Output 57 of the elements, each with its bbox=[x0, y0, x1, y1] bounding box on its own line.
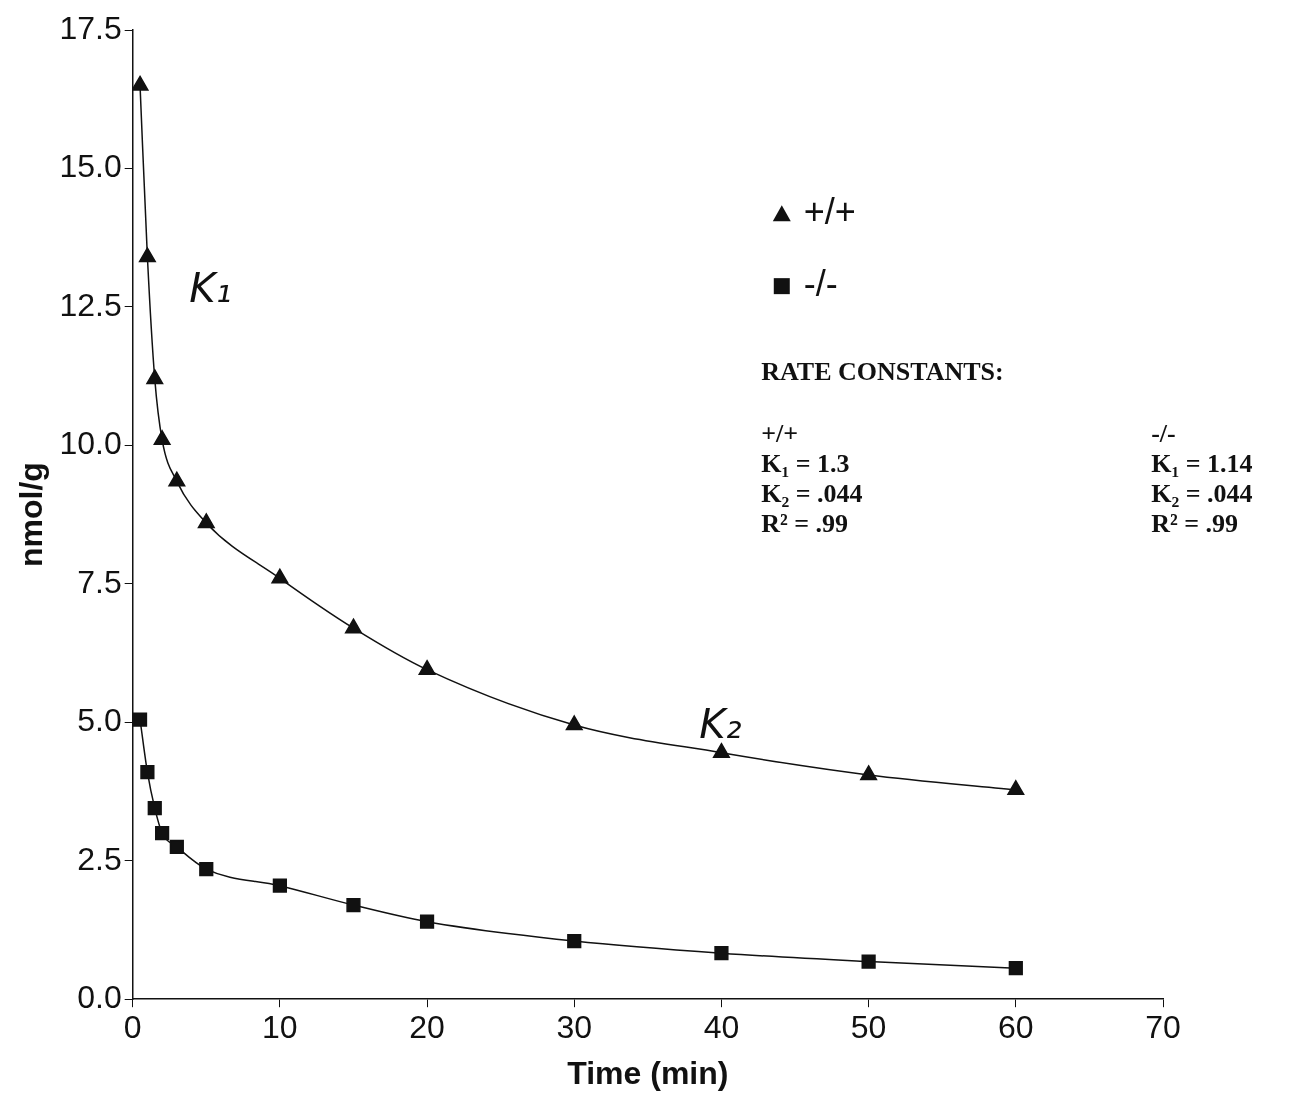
y-tick-label: 7.5 bbox=[77, 563, 122, 600]
y-tick-label: 0.0 bbox=[77, 979, 122, 1016]
x-axis-title: Time (min) bbox=[567, 1054, 729, 1091]
point bbox=[155, 825, 170, 841]
point bbox=[132, 712, 148, 727]
point bbox=[153, 430, 171, 446]
point bbox=[197, 513, 215, 529]
annotation: K₂ bbox=[699, 701, 742, 748]
point bbox=[140, 765, 155, 780]
y-tick-label: 5.0 bbox=[77, 702, 122, 739]
point bbox=[138, 247, 156, 263]
legend-label: -/- bbox=[803, 263, 838, 305]
annotation: K₂ = .044 bbox=[761, 478, 863, 508]
point bbox=[1007, 780, 1025, 796]
x-tick-label: 10 bbox=[262, 1009, 298, 1046]
point bbox=[567, 933, 582, 949]
point bbox=[861, 954, 876, 969]
y-tick-label: 10.0 bbox=[59, 425, 122, 462]
annotation: K₁ = 1.14 bbox=[1151, 448, 1253, 478]
point bbox=[169, 839, 184, 855]
y-tick-label: 12.5 bbox=[59, 286, 122, 323]
y-axis-title: nmol/g bbox=[13, 462, 50, 568]
x-tick-label: 0 bbox=[123, 1009, 142, 1046]
point bbox=[132, 75, 149, 91]
legend-label: +/+ bbox=[803, 191, 856, 233]
point bbox=[199, 861, 214, 877]
point bbox=[418, 659, 436, 675]
annotation: R² = .99 bbox=[1151, 508, 1239, 538]
annotation: K₂ = .044 bbox=[1151, 478, 1253, 508]
point bbox=[146, 369, 164, 385]
point bbox=[565, 715, 583, 731]
annotation: K₁ bbox=[189, 265, 232, 312]
point bbox=[344, 618, 363, 634]
point bbox=[1008, 961, 1023, 976]
x-tick-label: 40 bbox=[703, 1009, 740, 1046]
annotation: R² = .99 bbox=[761, 508, 849, 538]
x-tick-label: 70 bbox=[1145, 1009, 1181, 1046]
point bbox=[147, 801, 162, 816]
x-tick-label: 50 bbox=[850, 1009, 887, 1046]
point bbox=[271, 568, 289, 584]
point bbox=[168, 471, 186, 487]
point bbox=[346, 897, 361, 913]
y-tick-label: 17.5 bbox=[59, 9, 122, 46]
y-tick-label: 15.0 bbox=[59, 148, 122, 185]
y-tick-label: 2.5 bbox=[77, 840, 122, 877]
annotation: +/+ bbox=[761, 418, 799, 448]
point bbox=[272, 878, 287, 893]
x-tick-label: 30 bbox=[556, 1009, 593, 1046]
point bbox=[860, 765, 878, 781]
x-tick-label: 60 bbox=[998, 1009, 1034, 1046]
annotation: RATE CONSTANTS: bbox=[761, 356, 1004, 386]
point bbox=[419, 914, 435, 929]
x-tick-label: 20 bbox=[409, 1009, 445, 1046]
point bbox=[714, 946, 729, 961]
annotation: K₁ = 1.3 bbox=[761, 448, 850, 478]
annotation: -/- bbox=[1151, 418, 1176, 448]
point bbox=[712, 743, 730, 758]
